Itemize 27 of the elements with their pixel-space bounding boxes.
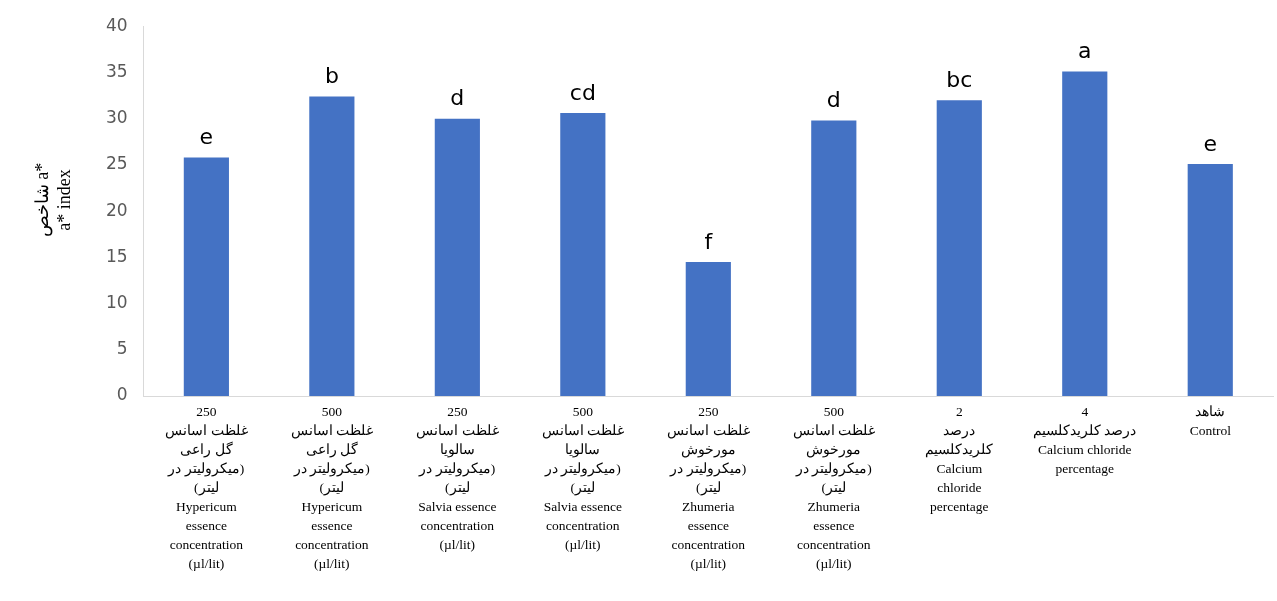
data-label: d bbox=[450, 85, 465, 111]
y-tick-label: 15 bbox=[105, 245, 128, 266]
data-label: a bbox=[1078, 38, 1092, 64]
bar bbox=[560, 113, 606, 396]
bar bbox=[936, 100, 982, 396]
bar bbox=[1062, 71, 1108, 396]
bar bbox=[685, 261, 731, 396]
bar bbox=[434, 118, 480, 396]
bar bbox=[309, 96, 355, 396]
bar bbox=[811, 120, 857, 396]
y-tick-label: 25 bbox=[105, 153, 128, 174]
bar bbox=[1187, 163, 1233, 396]
y-tick-label: 0 bbox=[116, 384, 128, 405]
data-label: b bbox=[324, 63, 339, 89]
data-label: e bbox=[1203, 130, 1218, 156]
data-label: e bbox=[199, 124, 214, 150]
data-label: f bbox=[704, 228, 714, 254]
y-tick-label: 5 bbox=[116, 338, 128, 359]
data-label: bc bbox=[946, 66, 973, 92]
y-tick-label: 10 bbox=[105, 291, 128, 312]
data-label: d bbox=[826, 87, 841, 113]
bar bbox=[183, 157, 229, 396]
y-tick-label: 30 bbox=[105, 107, 128, 128]
y-tick-label: 20 bbox=[105, 199, 128, 220]
data-label: cd bbox=[569, 79, 596, 105]
y-tick-label: 35 bbox=[105, 60, 128, 81]
y-tick-label: 40 bbox=[105, 14, 128, 35]
